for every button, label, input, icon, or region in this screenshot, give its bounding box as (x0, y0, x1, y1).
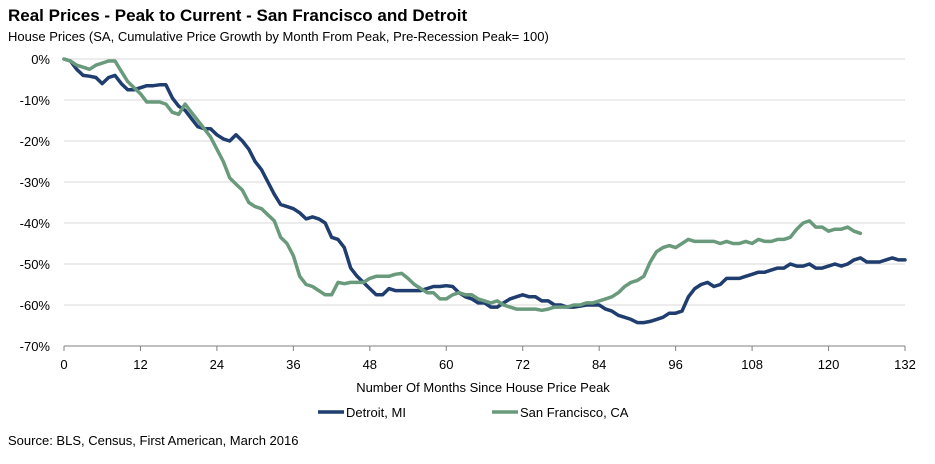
y-tick-label: -70% (20, 339, 51, 354)
x-tick-label: 84 (592, 357, 606, 372)
x-tick-label: 96 (668, 357, 682, 372)
x-tick-label: 60 (439, 357, 453, 372)
axes (63, 345, 906, 351)
x-tick-label: 12 (133, 357, 147, 372)
y-tick-label: -30% (20, 175, 51, 190)
x-tick-labels: 0 12 24 36 48 60 72 84 96 108 120 132 (60, 357, 915, 372)
source-note: Source: BLS, Census, First American, Mar… (8, 433, 299, 448)
x-tick-label: 36 (286, 357, 300, 372)
y-tick-label: -60% (20, 298, 51, 313)
x-tick-label: 72 (515, 357, 529, 372)
x-tick-label: 132 (894, 357, 916, 372)
x-tick-label: 24 (210, 357, 224, 372)
chart-subtitle: House Prices (SA, Cumulative Price Growt… (8, 29, 549, 44)
x-tick-label: 0 (60, 357, 67, 372)
x-tick-label: 48 (363, 357, 377, 372)
chart-title: Real Prices - Peak to Current - San Fran… (8, 6, 468, 25)
y-tick-label: -20% (20, 134, 51, 149)
x-axis-label: Number Of Months Since House Price Peak (356, 380, 610, 395)
series-lines (62, 57, 907, 325)
legend-label: San Francisco, CA (520, 405, 629, 420)
legend: Detroit, MI San Francisco, CA (318, 405, 629, 420)
series-line-san-francisco-ca (62, 57, 863, 313)
y-tick-label: -10% (20, 93, 51, 108)
y-tick-label: 0% (31, 52, 50, 67)
series-line-detroit-mi (62, 57, 907, 325)
grid-lines (64, 58, 905, 306)
x-tick-label: 108 (741, 357, 763, 372)
x-tick-label: 120 (818, 357, 840, 372)
y-tick-labels: 0% -10% -20% -30% -40% -50% -60% -70% (20, 52, 51, 354)
y-tick-label: -40% (20, 216, 51, 231)
y-tick-label: -50% (20, 257, 51, 272)
legend-label: Detroit, MI (346, 405, 406, 420)
